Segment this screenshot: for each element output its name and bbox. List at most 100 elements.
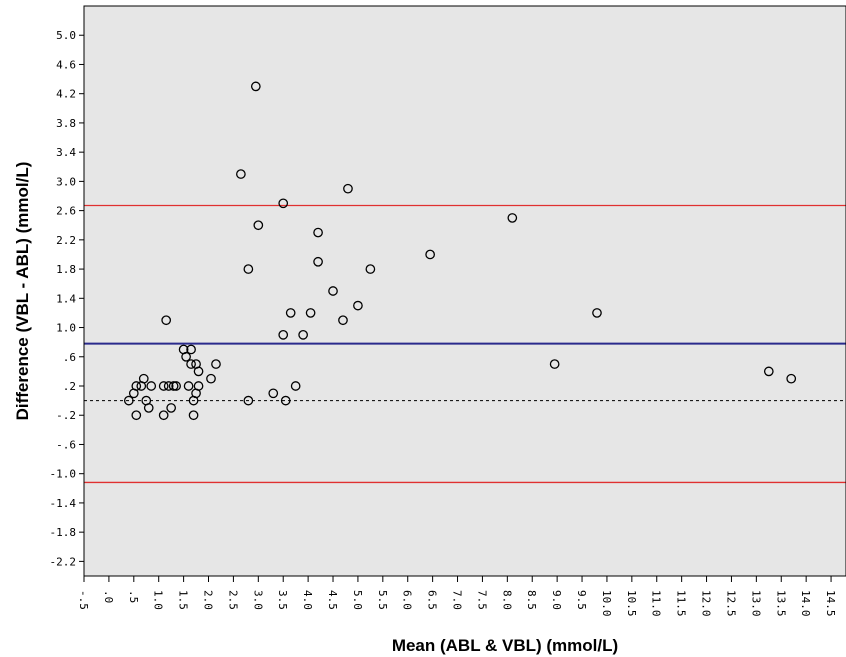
- data-point: [181, 351, 191, 362]
- data-point: [143, 403, 154, 413]
- data-point: [507, 213, 518, 223]
- x-tick-label: 2.5: [226, 590, 239, 610]
- y-tick-label: -1.0: [50, 468, 77, 481]
- x-tick-label: 10.0: [600, 590, 613, 617]
- data-point: [163, 381, 174, 391]
- data-point: [131, 410, 142, 421]
- data-point: [158, 381, 169, 391]
- data-point: [786, 373, 797, 384]
- x-tick-label: 4.0: [301, 590, 314, 610]
- y-tick-label: 5.0: [56, 29, 76, 42]
- plot-frame: [83, 5, 846, 577]
- data-point: [313, 256, 323, 267]
- x-tick-label: 1.5: [177, 590, 190, 610]
- y-tick-label: 2.2: [56, 234, 76, 247]
- x-tick-label: 10.5: [625, 590, 638, 617]
- x-tick-label: 9.5: [575, 590, 588, 610]
- data-point: [305, 308, 316, 318]
- data-point: [161, 315, 172, 326]
- y-tick-label: 3.8: [56, 117, 76, 130]
- reference-lines: [84, 204, 846, 484]
- data-point: [425, 249, 435, 260]
- data-point: [592, 308, 602, 318]
- x-tick-label: 6.0: [401, 590, 414, 610]
- plot-area: [84, 6, 846, 576]
- data-point: [278, 198, 289, 209]
- x-tick-label: 13.0: [749, 590, 762, 617]
- y-axis-label: Difference (VBL - ABL) (mmol/L): [13, 162, 32, 421]
- data-point: [166, 403, 177, 413]
- data-points: [123, 81, 797, 421]
- data-point: [285, 308, 296, 318]
- x-tick-label: 7.5: [475, 590, 488, 610]
- x-tick-label: .5: [127, 590, 140, 603]
- data-point: [171, 381, 181, 391]
- data-point: [243, 264, 254, 274]
- data-point: [253, 220, 264, 231]
- y-axis: -2.2 -1.8 -1.4 -1.0 -.6 -.2 .2 .6 1.0 1.4 1.8 2.2 2.…: [50, 29, 84, 568]
- y-tick-label: 1.4: [56, 292, 76, 305]
- data-point: [186, 359, 196, 369]
- y-tick-label: 4.2: [56, 88, 76, 101]
- y-tick-label: -.2: [56, 409, 76, 422]
- data-point: [268, 388, 279, 399]
- data-point: [298, 329, 308, 340]
- y-tick-label: 3.0: [56, 175, 76, 188]
- x-tick-label: 9.0: [550, 590, 563, 610]
- y-tick-label: .6: [63, 351, 76, 364]
- x-tick-label: 12.0: [700, 590, 713, 617]
- x-tick-label: 14.0: [799, 590, 812, 617]
- x-tick-label: 8.5: [525, 590, 538, 610]
- y-tick-label: 4.6: [56, 58, 76, 71]
- data-point: [236, 169, 246, 179]
- x-tick-label: 13.5: [774, 590, 787, 617]
- x-tick-label: 3.5: [276, 590, 289, 610]
- x-tick-label: 2.0: [202, 590, 215, 610]
- x-tick-label: 5.0: [351, 590, 364, 610]
- data-point: [183, 381, 194, 391]
- x-tick-label: 3.0: [251, 590, 264, 610]
- data-point: [193, 381, 204, 391]
- data-point: [365, 264, 376, 274]
- data-point: [158, 410, 169, 421]
- data-point: [338, 315, 348, 326]
- x-tick-label: 7.0: [451, 590, 464, 610]
- data-point: [146, 381, 157, 391]
- y-tick-label: -1.8: [50, 526, 77, 539]
- y-tick-label: -1.4: [50, 497, 77, 510]
- x-tick-label: 11.0: [650, 590, 663, 617]
- data-point: [243, 395, 254, 406]
- x-axis-label: Mean (ABL & VBL) (mmol/L): [392, 636, 618, 655]
- data-point: [211, 359, 221, 369]
- data-point: [328, 286, 338, 296]
- data-point: [278, 329, 289, 340]
- x-tick-label: -.5: [77, 590, 90, 610]
- data-point: [763, 366, 774, 377]
- data-point: [138, 373, 149, 384]
- y-tick-label: 1.8: [56, 263, 76, 276]
- y-tick-label: 3.4: [56, 146, 76, 159]
- data-point: [549, 359, 560, 369]
- data-point: [343, 183, 353, 194]
- x-tick-label: 12.5: [724, 590, 737, 617]
- y-tick-label: -.6: [56, 438, 76, 451]
- data-point: [250, 81, 261, 92]
- data-point: [290, 381, 301, 391]
- y-tick-label: 1.0: [56, 322, 76, 335]
- x-tick-label: 8.0: [500, 590, 513, 610]
- data-point: [313, 227, 323, 238]
- data-point: [206, 373, 216, 384]
- y-tick-label: .2: [63, 380, 76, 393]
- data-point: [193, 366, 204, 377]
- data-point: [188, 410, 199, 421]
- data-point: [280, 395, 291, 406]
- x-tick-label: 14.5: [824, 590, 837, 617]
- x-tick-label: 5.5: [376, 590, 389, 610]
- x-tick-label: 1.0: [152, 590, 165, 610]
- x-tick-label: 11.5: [675, 590, 688, 617]
- x-axis: -.5 .0 .5 1.0 1.5 2.0 2.5 3.0 3.5 4.0 4.5 5.0 5.5 6.0…: [77, 576, 837, 617]
- data-point: [186, 344, 196, 355]
- x-tick-label: .0: [102, 590, 115, 603]
